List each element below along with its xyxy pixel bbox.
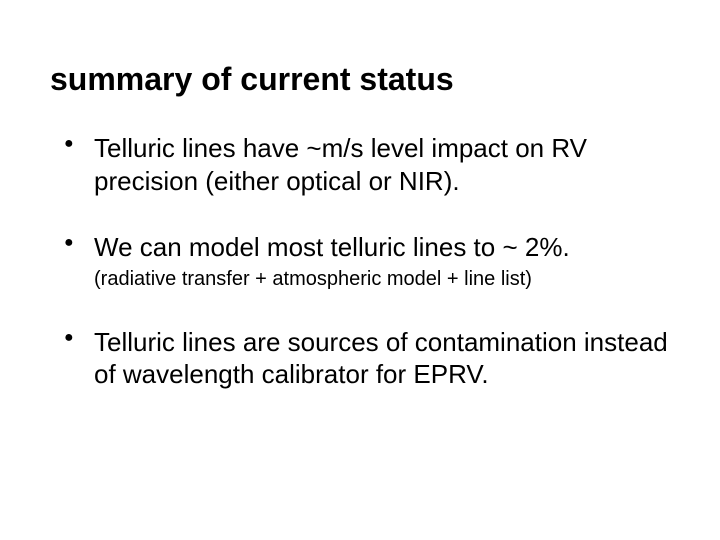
bullet-text: We can model most telluric lines to ~ 2%… bbox=[94, 232, 570, 262]
bullet-subnote: (radiative transfer + atmospheric model … bbox=[94, 266, 670, 292]
bullet-item: Telluric lines are sources of contaminat… bbox=[64, 326, 670, 391]
bullet-item: We can model most telluric lines to ~ 2%… bbox=[64, 231, 670, 292]
bullet-list: Telluric lines have ~m/s level impact on… bbox=[50, 132, 670, 391]
bullet-item: Telluric lines have ~m/s level impact on… bbox=[64, 132, 670, 197]
bullet-text: Telluric lines have ~m/s level impact on… bbox=[94, 133, 587, 196]
slide-title: summary of current status bbox=[50, 60, 670, 98]
bullet-text: Telluric lines are sources of contaminat… bbox=[94, 327, 668, 390]
slide: summary of current status Telluric lines… bbox=[0, 0, 720, 540]
